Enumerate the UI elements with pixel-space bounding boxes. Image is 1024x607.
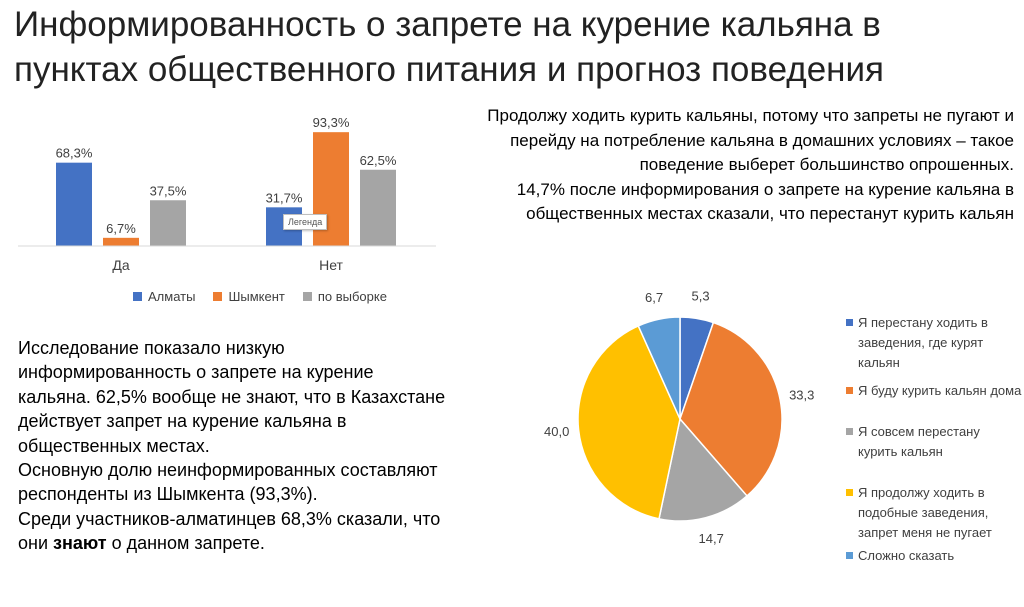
bar-label-shymkent-0: 6,7%	[106, 221, 136, 236]
pie-legend-label-quit: Я совсем перестану курить кальян	[858, 424, 980, 459]
pie-chart-legend: Я перестану ходить в заведения, где куря…	[846, 313, 1022, 566]
legend-item-shymkent: Шымкент	[213, 289, 285, 304]
findings-paragraph-1: Исследование показало низкую информирова…	[18, 338, 446, 456]
pie-legend-label-smoke-home: Я буду курить кальян дома	[858, 383, 1022, 398]
forecast-paragraph-2: 14,7% после информирования о запрете на …	[516, 179, 1014, 224]
findings-p3-end: о данном запрете.	[106, 533, 265, 554]
pie-legend-label-hard-to-say: Сложно сказать	[858, 548, 955, 563]
slide-title: Информированность о запрете на курение к…	[14, 2, 1014, 92]
legend-tooltip: Легенда	[283, 214, 328, 230]
bar-almaty-0	[56, 162, 92, 246]
findings-p3-emphasis: знают	[53, 533, 107, 554]
pie-legend-swatch-quit	[846, 428, 853, 435]
pie-legend-item-smoke-home: Я буду курить кальян дома	[846, 381, 1022, 401]
pie-legend-swatch-stop-going	[846, 319, 853, 326]
bar-label-overall-1: 62,5%	[360, 153, 397, 168]
awareness-bar-chart: 68,3% 31,7% 6,7% 93,3% 37,5% 62,5% Да Нет	[18, 115, 436, 273]
pie-label-hard_to_say: 6,7	[645, 290, 663, 305]
findings-text: Исследование показало низкую информирова…	[18, 336, 448, 556]
legend-label-shymkent: Шымкент	[228, 289, 285, 304]
bar-chart-legend: Алматы Шымкент по выборке	[90, 289, 430, 304]
pie-legend-swatch-smoke-home	[846, 387, 853, 394]
bar-category-label-1: Нет	[319, 257, 343, 273]
pie-legend-swatch-keep-going	[846, 489, 853, 496]
pie-label-keep_going: 40,0	[544, 424, 569, 439]
findings-paragraph-2: Основную долю неинформированных составля…	[18, 460, 438, 505]
pie-legend-swatch-hard-to-say	[846, 552, 853, 559]
legend-swatch-shymkent	[213, 292, 223, 301]
pie-label-stop_going: 5,3	[692, 290, 710, 304]
pie-slice-quit	[658, 417, 749, 522]
bar-label-overall-0: 37,5%	[150, 183, 187, 198]
pie-legend-label-stop-going: Я перестану ходить в заведения, где куря…	[858, 315, 988, 370]
bar-label-almaty-0: 68,3%	[56, 146, 93, 161]
bar-category-label-0: Да	[112, 257, 129, 273]
pie-legend-item-hard-to-say: Сложно сказать	[846, 546, 1022, 566]
bar-shymkent-0	[103, 237, 139, 246]
pie-label-smoke_home: 33,3	[789, 387, 814, 402]
pie-label-quit: 14,7	[699, 531, 724, 546]
title-line-1: Информированность о запрете на курение к…	[14, 5, 881, 44]
pie-slice-hard_to_say	[637, 316, 681, 420]
pie-legend-item-stop-going: Я перестану ходить в заведения, где куря…	[846, 313, 1022, 373]
bar-overall-0	[150, 200, 186, 246]
forecast-text: Продолжу ходить курить кальяны, потому ч…	[470, 104, 1014, 227]
pie-legend-item-quit: Я совсем перестану курить кальян	[846, 422, 1022, 462]
pie-slice-smoke_home	[679, 321, 783, 497]
legend-label-overall: по выборке	[317, 289, 387, 304]
findings-paragraph-3: Среди участников-алматинцев 68,3% сказал…	[18, 507, 448, 556]
pie-slice-keep_going	[577, 324, 681, 520]
legend-label-almaty: Алматы	[148, 289, 196, 304]
legend-item-overall: по выборке	[302, 289, 387, 304]
findings-p3-start: Среди участников-алматинцев 68,3% сказал…	[18, 508, 441, 554]
pie-legend-item-keep-going: Я продолжу ходить в подобные заведения, …	[846, 483, 1022, 543]
legend-swatch-overall	[302, 292, 312, 301]
bar-label-almaty-1: 31,7%	[266, 190, 303, 205]
forecast-paragraph-1: Продолжу ходить курить кальяны, потому ч…	[487, 106, 1014, 174]
legend-item-almaty: Алматы	[133, 289, 195, 304]
legend-swatch-almaty	[133, 292, 143, 301]
bar-label-shymkent-1: 93,3%	[313, 115, 350, 130]
behavior-pie-chart: 5,3 33,3 14,7 40,0 6,7	[544, 290, 814, 546]
pie-legend-label-keep-going: Я продолжу ходить в подобные заведения, …	[858, 485, 992, 540]
bar-overall-1	[360, 169, 396, 246]
title-line-2: пунктах общественного питания и прогноз …	[14, 50, 884, 89]
